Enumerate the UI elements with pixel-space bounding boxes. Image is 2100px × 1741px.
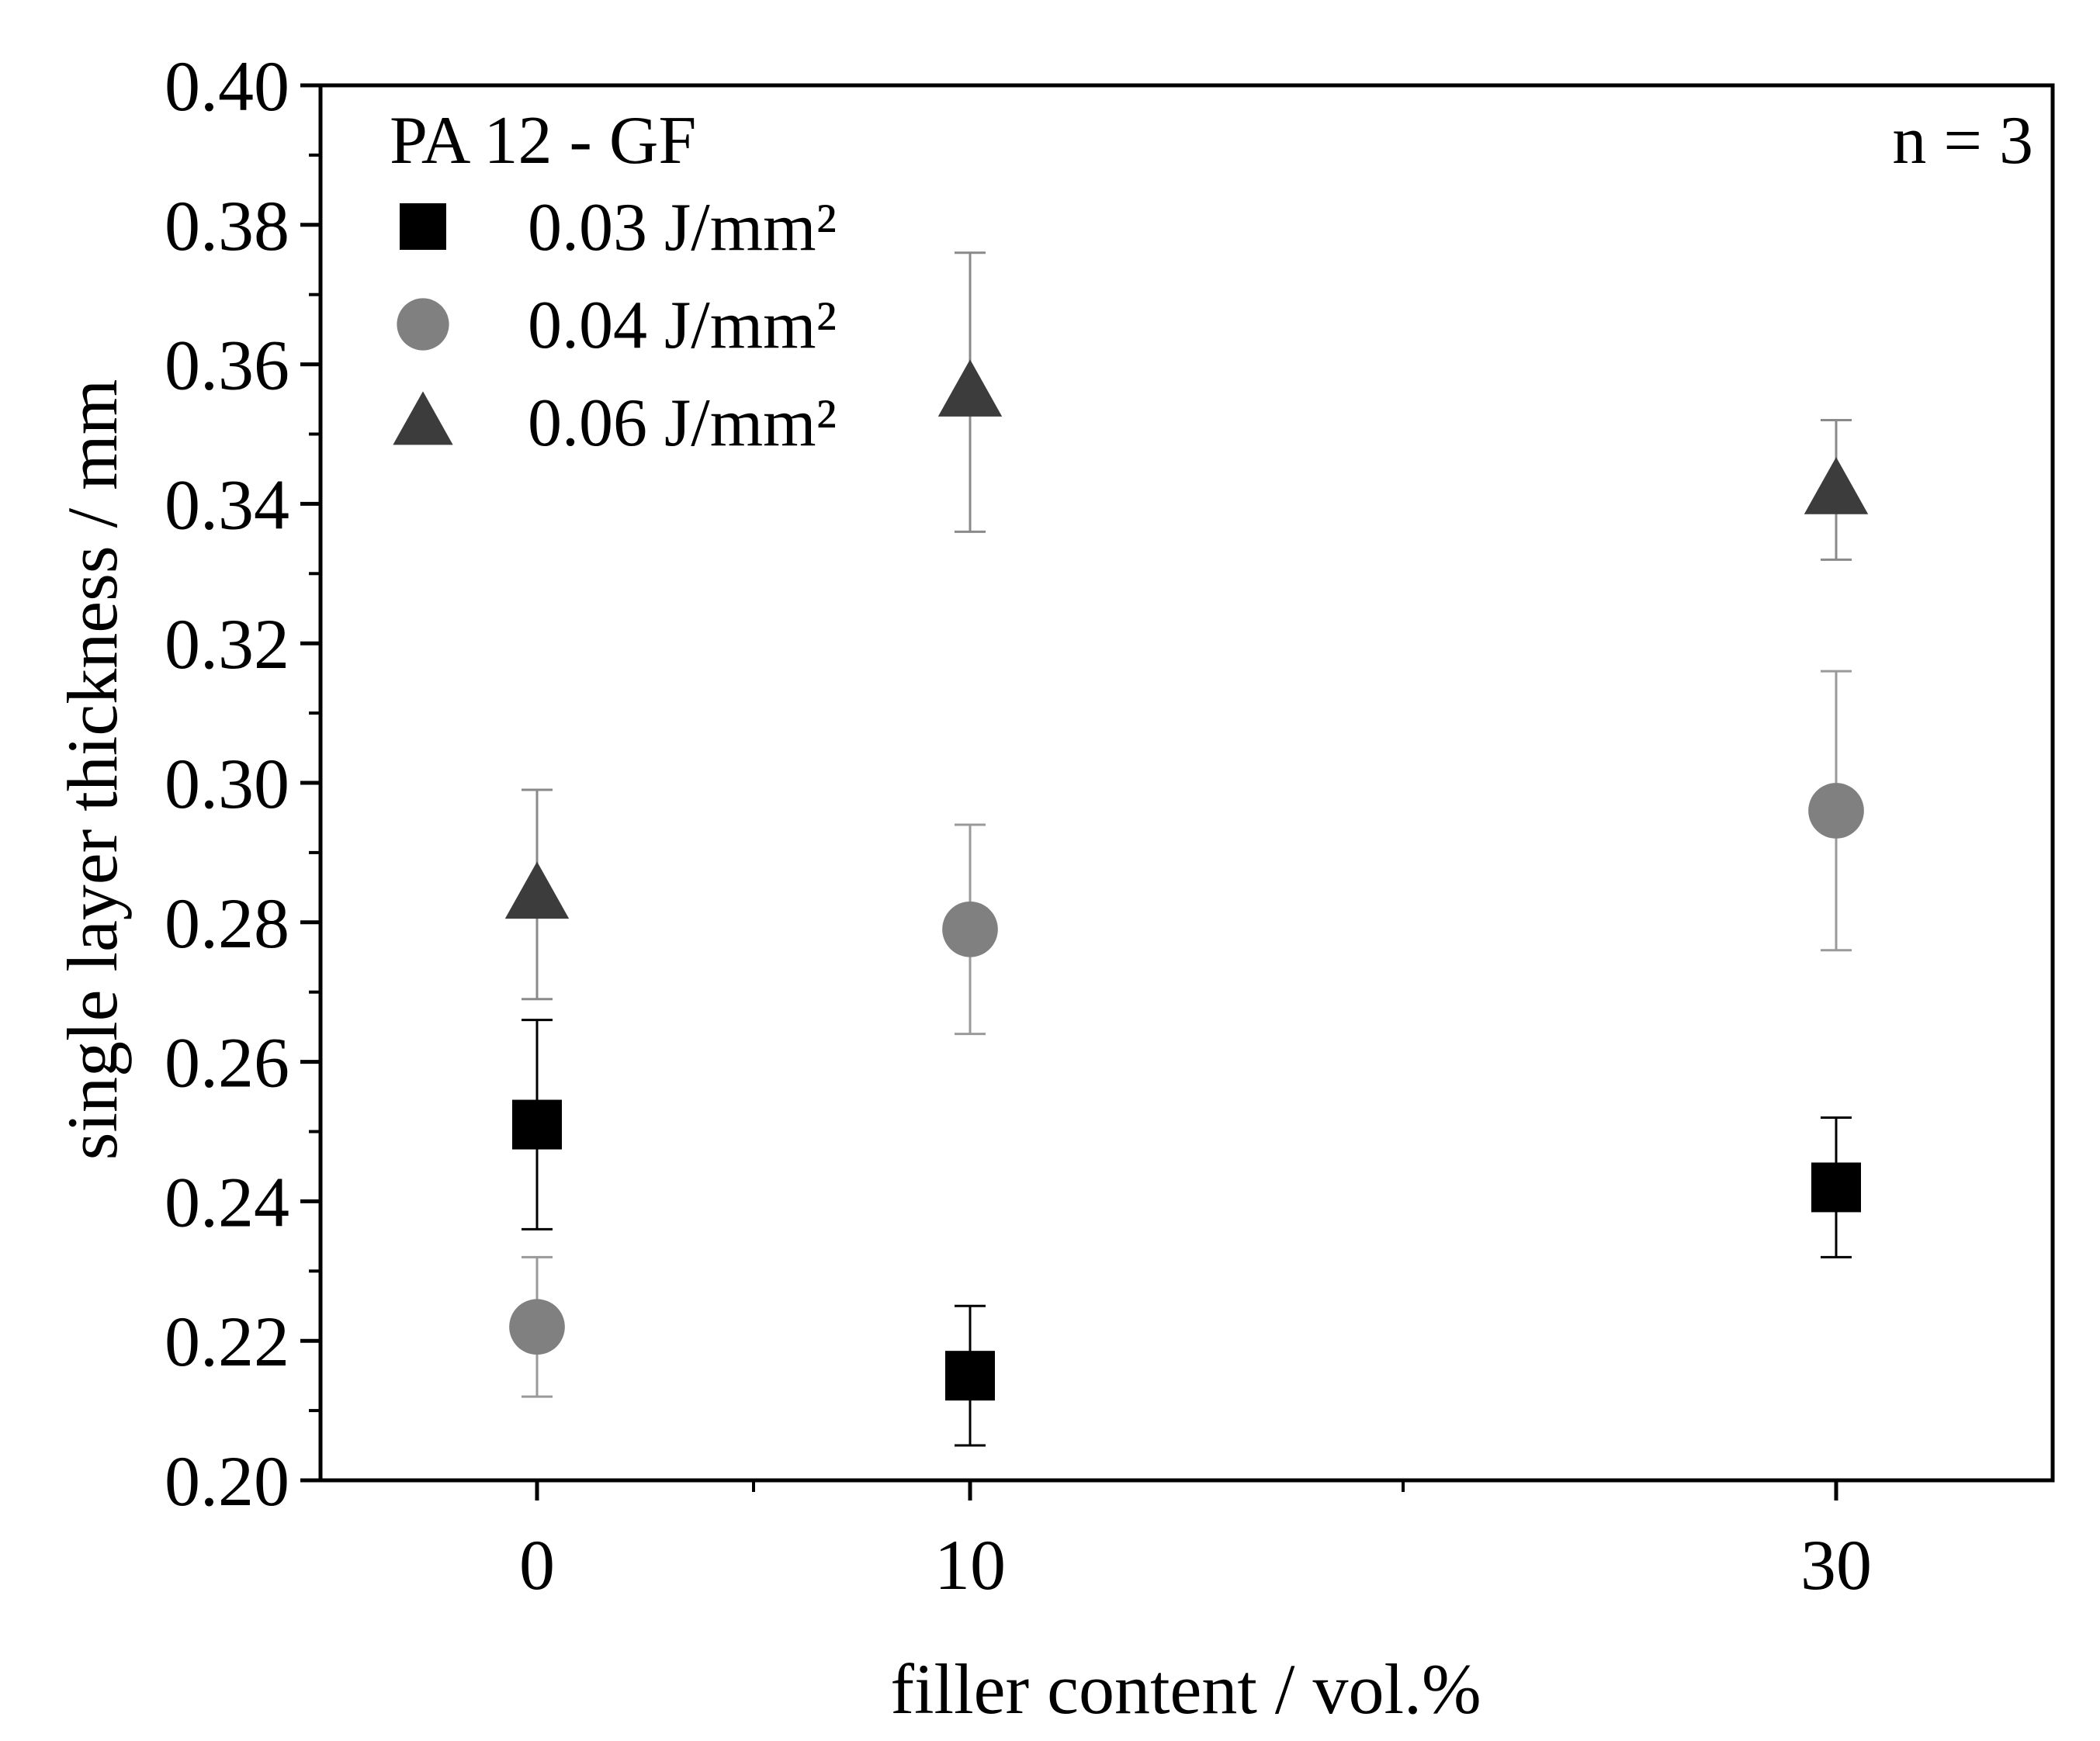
y-tick-label: 0.32 — [165, 604, 289, 684]
y-tick-label: 0.24 — [165, 1162, 289, 1241]
x-tick-label: 30 — [1800, 1525, 1872, 1604]
axes: 0.20 0.22 0.24 0.26 0.28 0.30 0.32 0.34 0.36 0.38… — [165, 47, 2055, 1604]
point-square — [945, 1351, 995, 1401]
point-circle — [942, 901, 998, 957]
legend-label: 0.04 J/mm² — [528, 288, 837, 363]
y-tick-label: 0.34 — [165, 465, 289, 544]
y-tick-label: 0.26 — [165, 1023, 289, 1102]
y-tick-label: 0.40 — [165, 47, 289, 126]
legend: 0.03 J/mm² 0.04 J/mm² 0.06 J/mm² — [393, 190, 837, 461]
legend-label: 0.06 J/mm² — [528, 386, 837, 461]
x-tick-label: 0 — [519, 1525, 555, 1604]
annotation-n: n = 3 — [1892, 103, 2033, 178]
data-points — [504, 359, 1869, 1401]
legend-marker-triangle — [393, 391, 453, 445]
y-tick-label: 0.22 — [165, 1302, 289, 1381]
y-axis-title: single layer thickness / mm — [53, 379, 132, 1161]
x-axis-title: filler content / vol.% — [890, 1649, 1481, 1729]
y-tick-label: 0.36 — [165, 326, 289, 405]
legend-label: 0.03 J/mm² — [528, 190, 837, 265]
point-square — [512, 1099, 562, 1150]
y-tick-label: 0.20 — [165, 1442, 289, 1521]
point-square — [1811, 1162, 1861, 1213]
y-tick-label: 0.28 — [165, 884, 289, 963]
point-triangle — [504, 861, 570, 919]
x-tick-label: 10 — [934, 1525, 1006, 1604]
legend-marker-circle — [397, 298, 449, 351]
point-triangle — [937, 359, 1003, 417]
point-circle — [509, 1299, 565, 1355]
y-tick-label: 0.38 — [165, 186, 289, 265]
legend-marker-square — [400, 203, 446, 250]
y-tick-label: 0.30 — [165, 744, 289, 823]
legend-title: PA 12 - GF — [390, 103, 696, 178]
point-triangle — [1804, 457, 1869, 514]
point-circle — [1808, 783, 1864, 839]
